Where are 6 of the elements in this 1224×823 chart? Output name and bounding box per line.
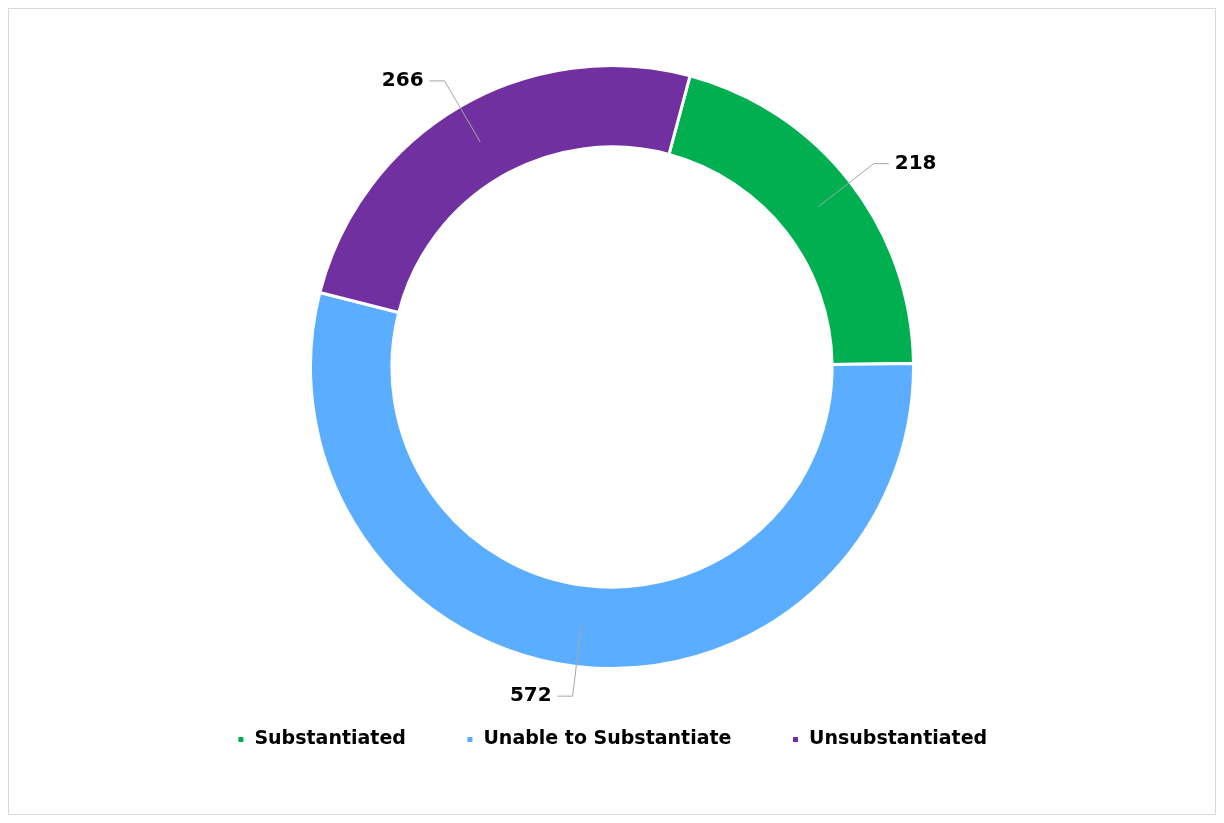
legend-label: Substantiated xyxy=(254,726,406,749)
data-label: 218 xyxy=(894,149,937,174)
legend-label: Unsubstantiated xyxy=(809,726,988,749)
legend-label: Unable to Substantiate xyxy=(483,726,732,749)
data-label: 266 xyxy=(381,67,424,92)
data-label: 572 xyxy=(509,682,552,707)
